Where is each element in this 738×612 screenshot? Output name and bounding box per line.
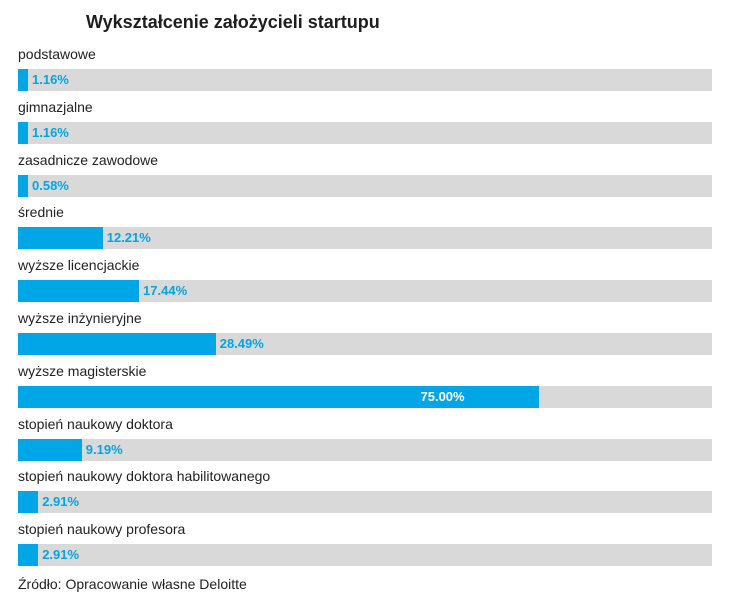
value-label: 1.16% [32, 72, 69, 87]
bar [18, 174, 28, 197]
value-label: 2.91% [42, 494, 80, 510]
category-label: wyższe magisterskie [18, 362, 147, 379]
category-label: stopień naukowy profesora [18, 521, 186, 538]
category-label: wyższe licencjackie [18, 257, 140, 274]
chart-title: Wykształcenie założycieli startupu [86, 12, 380, 32]
bar-track: 12.21% [18, 227, 712, 250]
bar-row: średnie 12.21% [18, 204, 712, 250]
value-label: 9.19% [85, 441, 123, 457]
category-label: wyższe inżynieryjne [18, 310, 142, 326]
bar [18, 69, 28, 91]
value-label: 0.58% [32, 177, 69, 193]
category-label: zasadnicze zawodowe [18, 151, 159, 168]
category-label: podstawowe [18, 46, 96, 62]
bar-row: stopień naukowy doktora 9.19% [18, 416, 712, 462]
bar-row: gimnazjalne 1.16% [18, 99, 712, 145]
bar-row: stopień naukowy doktora habilitowanego 2.… [18, 468, 712, 514]
category-label: gimnazjalne [18, 98, 93, 115]
bar-track: 0.58% [18, 174, 712, 197]
bar [18, 544, 39, 567]
bar-row: stopień naukowy profesora 2.91% [18, 521, 712, 567]
bar [18, 280, 140, 303]
bar [18, 385, 539, 408]
bar-row: zasadnicze zawodowe 0.58% [18, 152, 712, 198]
bar-row: wyższe licencjackie 17.44% [18, 257, 712, 303]
bar-track: 75.00% [18, 385, 712, 408]
category-label: stopień naukowy doktora [18, 415, 173, 432]
bar-track: 28.49% [18, 333, 712, 355]
category-label: średnie [18, 204, 64, 221]
bar-row: wyższe magisterskie 75.00% [18, 363, 712, 409]
bar-track: 2.91% [18, 491, 712, 514]
value-label: 12.21% [106, 230, 151, 246]
value-label: 28.49% [219, 336, 264, 351]
bar-track: 1.16% [18, 121, 712, 144]
bar-track: 2.91% [18, 544, 712, 567]
bar-track: 17.44% [18, 280, 712, 303]
category-label: stopień naukowy doktora habilitowanego [18, 468, 271, 485]
bar [18, 438, 82, 461]
source-note: Źródło: Opracowanie własne Deloitte [18, 576, 247, 592]
value-label: 75.00% [420, 388, 465, 404]
bar-row: podstawowe 1.16% [18, 46, 712, 92]
bar-row: wyższe inżynieryjne 28.49% [18, 310, 712, 356]
bar [18, 333, 216, 355]
bar [18, 491, 39, 514]
bar-track: 1.16% [18, 69, 712, 91]
value-label: 2.91% [42, 547, 80, 563]
value-label: 1.16% [32, 124, 69, 140]
bar [18, 227, 103, 250]
bar [18, 121, 28, 144]
value-label: 17.44% [143, 283, 188, 299]
bar-track: 9.19% [18, 438, 712, 461]
